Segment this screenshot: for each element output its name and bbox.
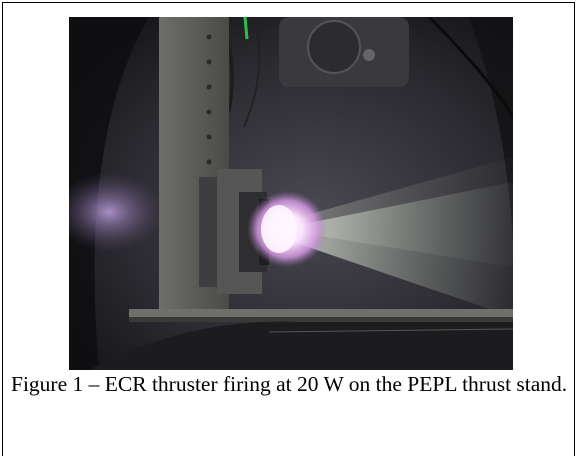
chamber-port-edge-left — [69, 17, 149, 370]
cable — [427, 17, 513, 118]
figure-caption: Figure 1 – ECR thruster firing at 20 W o… — [11, 372, 568, 396]
thruster-photo — [69, 17, 513, 370]
chamber-floor — [89, 321, 513, 370]
cable — [243, 17, 261, 128]
background-plasma-glow — [69, 172, 164, 252]
plasma-plume-upper — [264, 157, 513, 267]
green-cable — [243, 17, 249, 40]
top-mount-bolt — [363, 49, 375, 61]
thrust-stand-rail-shadow — [129, 317, 513, 322]
thrust-stand-rail — [129, 309, 513, 317]
thruster-photo-illustration — [69, 17, 513, 370]
plasma-plume-hotspot — [261, 205, 297, 253]
floor-reflection — [268, 328, 513, 333]
chamber-port-edge-right — [469, 17, 513, 370]
top-mount-flange — [307, 20, 361, 74]
